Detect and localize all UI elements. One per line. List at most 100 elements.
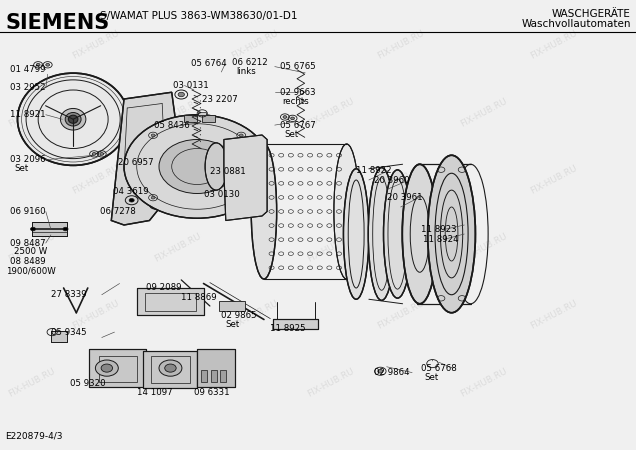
Bar xyxy=(89,349,146,387)
Text: 05 6764: 05 6764 xyxy=(191,59,226,68)
Text: 11 8921: 11 8921 xyxy=(10,110,45,119)
Text: 14 1097: 14 1097 xyxy=(137,388,172,397)
Text: FIX-HUB.RU: FIX-HUB.RU xyxy=(7,96,57,129)
Circle shape xyxy=(101,364,113,372)
Polygon shape xyxy=(111,92,178,225)
Ellipse shape xyxy=(368,168,395,301)
Circle shape xyxy=(291,117,294,120)
Text: FIX-HUB.RU: FIX-HUB.RU xyxy=(376,299,425,331)
Circle shape xyxy=(36,63,40,66)
Text: FIX-HUB.RU: FIX-HUB.RU xyxy=(71,164,120,196)
Text: FIX-HUB.RU: FIX-HUB.RU xyxy=(153,96,203,129)
Text: FIX-HUB.RU: FIX-HUB.RU xyxy=(376,29,425,61)
Bar xyxy=(198,112,206,115)
Text: FIX-HUB.RU: FIX-HUB.RU xyxy=(459,366,508,399)
Bar xyxy=(32,222,67,236)
Circle shape xyxy=(178,92,184,97)
Circle shape xyxy=(129,198,134,202)
Ellipse shape xyxy=(403,164,438,304)
Text: SIEMENS: SIEMENS xyxy=(5,13,109,32)
Text: E220879-4/3: E220879-4/3 xyxy=(5,431,62,440)
Bar xyxy=(145,292,196,310)
Text: 02 9864: 02 9864 xyxy=(374,368,410,377)
Ellipse shape xyxy=(343,169,369,299)
Circle shape xyxy=(239,196,243,199)
Bar xyxy=(211,370,217,382)
Text: 11 8922: 11 8922 xyxy=(356,166,392,175)
Ellipse shape xyxy=(69,115,78,123)
Bar xyxy=(143,351,197,388)
Bar xyxy=(89,349,146,387)
Bar xyxy=(220,370,226,382)
Text: 06 9160: 06 9160 xyxy=(10,207,45,216)
Text: Set: Set xyxy=(226,320,240,329)
Ellipse shape xyxy=(427,155,476,313)
Circle shape xyxy=(165,364,176,372)
Text: 20 3961: 20 3961 xyxy=(387,193,422,202)
Bar xyxy=(99,356,137,382)
Text: FIX-HUB.RU: FIX-HUB.RU xyxy=(230,299,279,331)
Circle shape xyxy=(46,63,50,66)
Text: FIX-HUB.RU: FIX-HUB.RU xyxy=(7,231,57,264)
Bar xyxy=(32,222,67,236)
Polygon shape xyxy=(224,135,267,220)
Bar xyxy=(273,319,318,328)
Text: 05 6767: 05 6767 xyxy=(280,121,315,130)
Text: 02 9663: 02 9663 xyxy=(280,88,315,97)
Bar xyxy=(137,288,204,315)
Ellipse shape xyxy=(205,143,228,190)
Circle shape xyxy=(124,115,270,218)
Text: 09 6331: 09 6331 xyxy=(194,388,230,397)
Text: FIX-HUB.RU: FIX-HUB.RU xyxy=(306,366,356,399)
Text: 05 6765: 05 6765 xyxy=(280,62,315,71)
Text: 27 8339: 27 8339 xyxy=(51,290,86,299)
Text: 03 0131: 03 0131 xyxy=(173,81,209,90)
Text: 09 2089: 09 2089 xyxy=(146,283,182,292)
Text: FIX-HUB.RU: FIX-HUB.RU xyxy=(230,164,279,196)
Text: 05 9320: 05 9320 xyxy=(70,379,106,388)
Text: 2500 W: 2500 W xyxy=(14,248,47,256)
Text: FIX-HUB.RU: FIX-HUB.RU xyxy=(459,231,508,264)
Text: FIX-HUB.RU: FIX-HUB.RU xyxy=(529,164,578,196)
Text: FIX-HUB.RU: FIX-HUB.RU xyxy=(529,29,578,61)
Ellipse shape xyxy=(384,170,411,298)
Circle shape xyxy=(159,360,182,376)
Ellipse shape xyxy=(251,144,277,279)
Text: 01 4799: 01 4799 xyxy=(10,65,45,74)
Text: FIX-HUB.RU: FIX-HUB.RU xyxy=(71,29,120,61)
Text: FIX-HUB.RU: FIX-HUB.RU xyxy=(71,299,120,331)
Text: Set: Set xyxy=(15,164,29,173)
Text: FIX-HUB.RU: FIX-HUB.RU xyxy=(529,299,578,331)
Bar xyxy=(51,331,67,342)
Circle shape xyxy=(159,140,235,194)
Text: FIX-HUB.RU: FIX-HUB.RU xyxy=(7,366,57,399)
Text: 23 0881: 23 0881 xyxy=(210,167,245,176)
Text: links: links xyxy=(237,67,256,76)
Text: FIX-HUB.RU: FIX-HUB.RU xyxy=(376,164,425,196)
Circle shape xyxy=(283,116,287,118)
Circle shape xyxy=(153,203,158,207)
Ellipse shape xyxy=(60,108,86,130)
Bar xyxy=(197,349,235,387)
Text: 11 8869: 11 8869 xyxy=(181,292,217,302)
Text: 06 7278: 06 7278 xyxy=(100,207,136,216)
Text: 04 3619: 04 3619 xyxy=(113,187,149,196)
Text: 08 8489: 08 8489 xyxy=(10,257,45,266)
Text: 20 6957: 20 6957 xyxy=(118,158,153,167)
Text: 03 2952: 03 2952 xyxy=(10,83,45,92)
Text: 20 3960: 20 3960 xyxy=(374,176,410,185)
Bar xyxy=(197,349,235,387)
Circle shape xyxy=(378,369,383,373)
Bar xyxy=(51,331,67,342)
Text: 03 2096: 03 2096 xyxy=(10,155,45,164)
Ellipse shape xyxy=(66,112,81,126)
Bar xyxy=(184,115,197,122)
Text: 11 8924: 11 8924 xyxy=(423,235,459,244)
Text: Waschvollautomaten: Waschvollautomaten xyxy=(522,19,631,29)
Text: FIX-HUB.RU: FIX-HUB.RU xyxy=(459,96,508,129)
Text: WASCHGERÄTE: WASCHGERÄTE xyxy=(552,9,631,19)
Bar xyxy=(201,370,207,382)
Text: 05 6768: 05 6768 xyxy=(421,364,457,373)
Ellipse shape xyxy=(18,73,128,166)
Text: FIX-HUB.RU: FIX-HUB.RU xyxy=(306,231,356,264)
